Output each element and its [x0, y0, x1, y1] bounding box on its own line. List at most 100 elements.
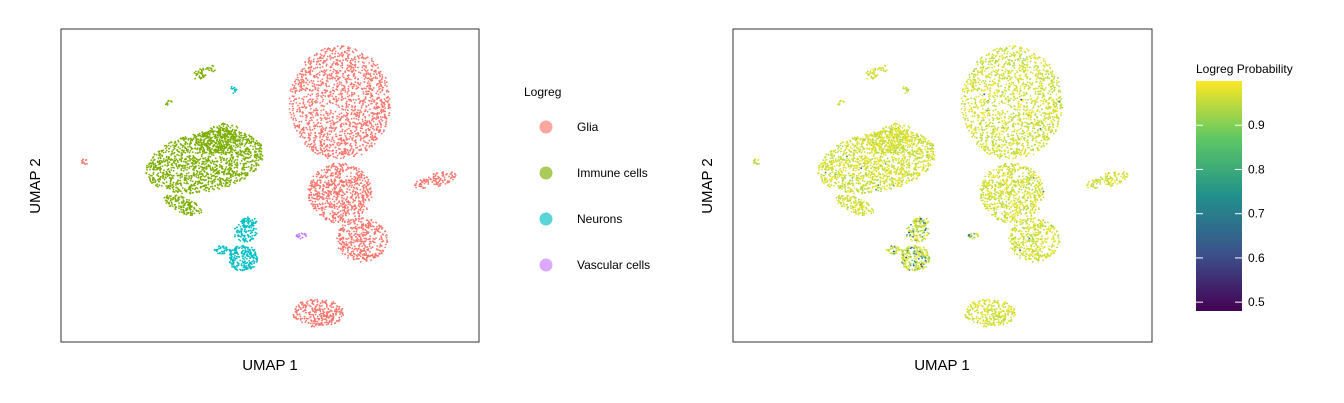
data-point	[184, 168, 187, 170]
data-point	[374, 77, 377, 80]
data-point	[179, 190, 182, 193]
data-point	[237, 253, 240, 256]
data-point	[326, 144, 328, 146]
data-point	[149, 179, 152, 182]
data-point	[249, 169, 252, 172]
data-point	[388, 98, 391, 100]
data-point	[316, 101, 319, 103]
data-point	[227, 179, 229, 182]
data-point	[380, 126, 382, 128]
data-point	[357, 176, 360, 179]
data-point	[222, 150, 225, 152]
data-point	[352, 155, 355, 158]
data-point	[189, 149, 192, 152]
data-point	[334, 302, 336, 305]
data-point	[340, 309, 343, 311]
data-point	[384, 121, 387, 124]
data-point	[299, 317, 302, 320]
data-point	[342, 218, 345, 220]
data-point	[321, 149, 324, 152]
data-point	[323, 139, 326, 142]
data-point	[358, 218, 361, 221]
data-point	[313, 197, 316, 200]
data-point	[296, 125, 299, 128]
data-point	[307, 123, 310, 126]
data-point	[378, 82, 381, 84]
data-point	[162, 175, 165, 178]
data-point	[365, 181, 368, 184]
data-point	[325, 121, 328, 124]
data-point	[147, 165, 150, 168]
data-point	[300, 132, 303, 135]
data-point	[309, 98, 312, 101]
data-point	[358, 168, 360, 170]
data-point	[314, 139, 317, 141]
data-point	[293, 122, 295, 125]
data-point	[211, 185, 214, 188]
data-point	[356, 174, 359, 177]
data-point	[355, 85, 358, 87]
data-point	[337, 141, 340, 144]
data-point	[321, 138, 323, 141]
data-point	[164, 199, 167, 202]
data-point	[162, 149, 165, 152]
data-point	[369, 235, 371, 238]
data-point	[357, 95, 360, 97]
data-point	[193, 206, 196, 209]
data-point	[215, 130, 218, 133]
data-point	[220, 181, 223, 184]
data-point	[354, 66, 357, 69]
data-point	[195, 141, 198, 144]
data-point	[314, 322, 316, 324]
data-point	[374, 123, 377, 126]
data-point	[148, 163, 151, 166]
data-point	[203, 74, 206, 77]
data-point	[331, 210, 334, 213]
data-point	[312, 89, 314, 91]
data-point	[346, 196, 349, 199]
data-point	[238, 143, 241, 145]
data-point	[195, 135, 198, 138]
data-point	[319, 66, 322, 69]
data-point	[315, 95, 318, 98]
data-point	[367, 127, 370, 130]
data-point	[314, 206, 317, 208]
data-point	[159, 156, 162, 159]
data-point	[381, 227, 384, 229]
data-point	[363, 68, 366, 71]
data-point	[371, 115, 374, 118]
data-point	[256, 154, 259, 157]
data-point	[161, 161, 163, 164]
data-point	[341, 252, 344, 255]
data-point	[218, 125, 221, 127]
data-point	[345, 78, 348, 80]
data-point	[200, 71, 202, 74]
data-point	[338, 93, 340, 96]
data-point	[235, 268, 238, 271]
data-point	[387, 90, 390, 93]
data-point	[343, 205, 346, 207]
data-point	[379, 123, 382, 126]
data-point	[421, 181, 424, 184]
data-point	[345, 80, 348, 83]
data-point	[326, 58, 328, 61]
data-point	[336, 195, 339, 198]
data-point	[292, 107, 295, 110]
data-point	[175, 172, 178, 175]
data-point	[352, 166, 355, 168]
data-point	[162, 173, 165, 176]
data-point	[313, 125, 315, 128]
data-point	[165, 155, 168, 158]
data-point	[343, 132, 346, 135]
data-point	[304, 304, 307, 306]
data-point	[368, 62, 371, 64]
data-point	[179, 158, 182, 161]
data-point	[333, 83, 336, 86]
data-point	[361, 233, 364, 236]
data-point	[175, 143, 178, 146]
data-point	[202, 152, 204, 155]
data-point	[253, 165, 255, 167]
data-point	[331, 52, 334, 55]
data-point	[224, 151, 227, 154]
data-point	[300, 134, 303, 137]
